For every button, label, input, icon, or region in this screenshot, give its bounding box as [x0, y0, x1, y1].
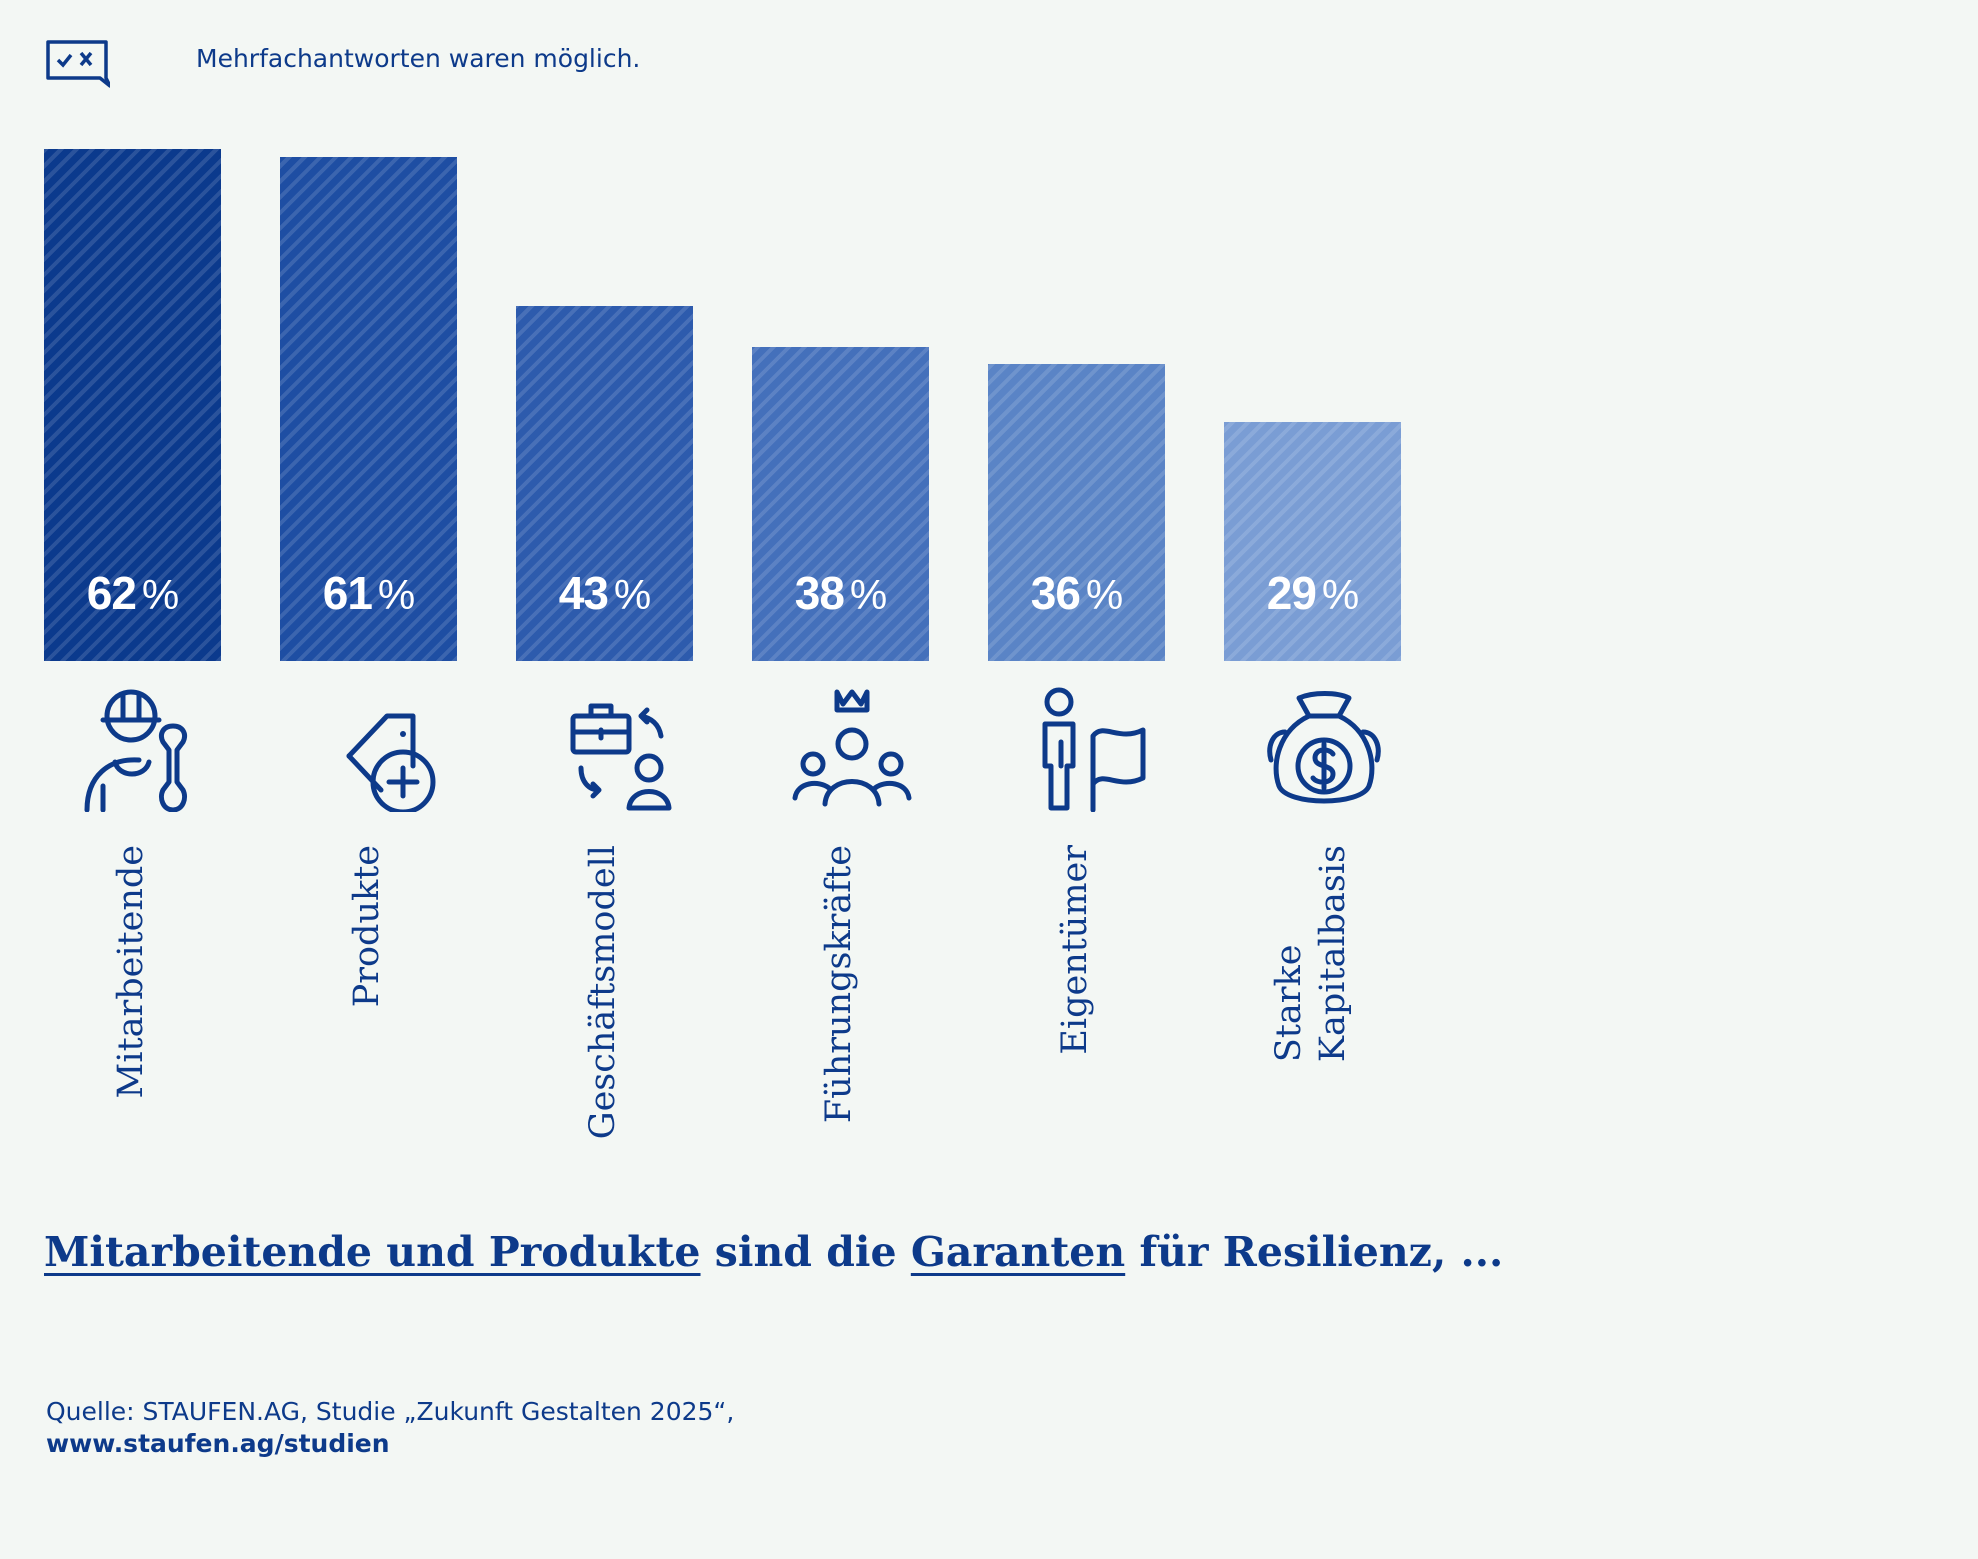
- price-tag-plus-icon: [346, 713, 436, 812]
- multiple-answers-note: Mehrfachantworten waren möglich.: [196, 44, 641, 73]
- headline-text-2: sind die: [700, 1228, 911, 1276]
- percent-sign: %: [1321, 571, 1359, 618]
- percent-sign: %: [141, 571, 179, 618]
- headline-emphasis-1: Mitarbeitende und Produkte: [44, 1228, 701, 1276]
- bar-6: [1224, 421, 1401, 661]
- briefcase-person-swap-icon: [570, 703, 672, 811]
- value-number: 62: [86, 567, 137, 619]
- value-label: 43%: [516, 566, 693, 620]
- headline-emphasis-2: Garanten: [910, 1228, 1126, 1276]
- value-label: 38%: [752, 566, 929, 620]
- source-link[interactable]: www.staufen.ag/studien: [46, 1429, 390, 1458]
- value-number: 61: [322, 567, 373, 619]
- value-number: 43: [558, 567, 609, 619]
- category-label: Starke Kapitalbasis: [1269, 845, 1353, 1063]
- percent-sign: %: [849, 571, 887, 618]
- source-note: Quelle: STAUFEN.AG, Studie „Zukunft Gest…: [46, 1396, 734, 1460]
- bar-3: [516, 305, 693, 661]
- owner-flag-icon: [1042, 687, 1146, 812]
- headline: Mitarbeitende und Produkte sind die Gara…: [44, 1228, 1503, 1276]
- value-label: 29%: [1224, 566, 1401, 620]
- category-label: Führungskräfte: [819, 845, 859, 1124]
- bar-5: [988, 363, 1165, 661]
- percent-sign: %: [377, 571, 415, 618]
- percent-sign: %: [613, 571, 651, 618]
- bar-4: [752, 347, 929, 661]
- category-label: Geschäftsmodell: [583, 845, 623, 1140]
- worker-wrench-icon: [84, 689, 188, 812]
- source-line: Quelle: STAUFEN.AG, Studie „Zukunft Gest…: [46, 1397, 735, 1426]
- money-bag-icon: [1267, 691, 1381, 804]
- leader-crown-team-icon: [792, 689, 912, 807]
- value-number: 36: [1030, 567, 1081, 619]
- value-number: 38: [794, 567, 845, 619]
- value-label: 61%: [280, 566, 457, 620]
- category-label: Eigentümer: [1055, 845, 1095, 1055]
- percent-sign: %: [1085, 571, 1123, 618]
- category-label: Mitarbeitende: [111, 845, 151, 1099]
- value-number: 29: [1266, 567, 1317, 619]
- headline-text-4: für Resilienz, ...: [1125, 1228, 1504, 1276]
- bar-2: [280, 157, 457, 661]
- category-label: Produkte: [347, 845, 387, 1008]
- bar-1: [44, 149, 221, 661]
- checkbox-speech-bubble-icon: [46, 40, 110, 88]
- value-label: 36%: [988, 566, 1165, 620]
- value-label: 62%: [44, 566, 221, 620]
